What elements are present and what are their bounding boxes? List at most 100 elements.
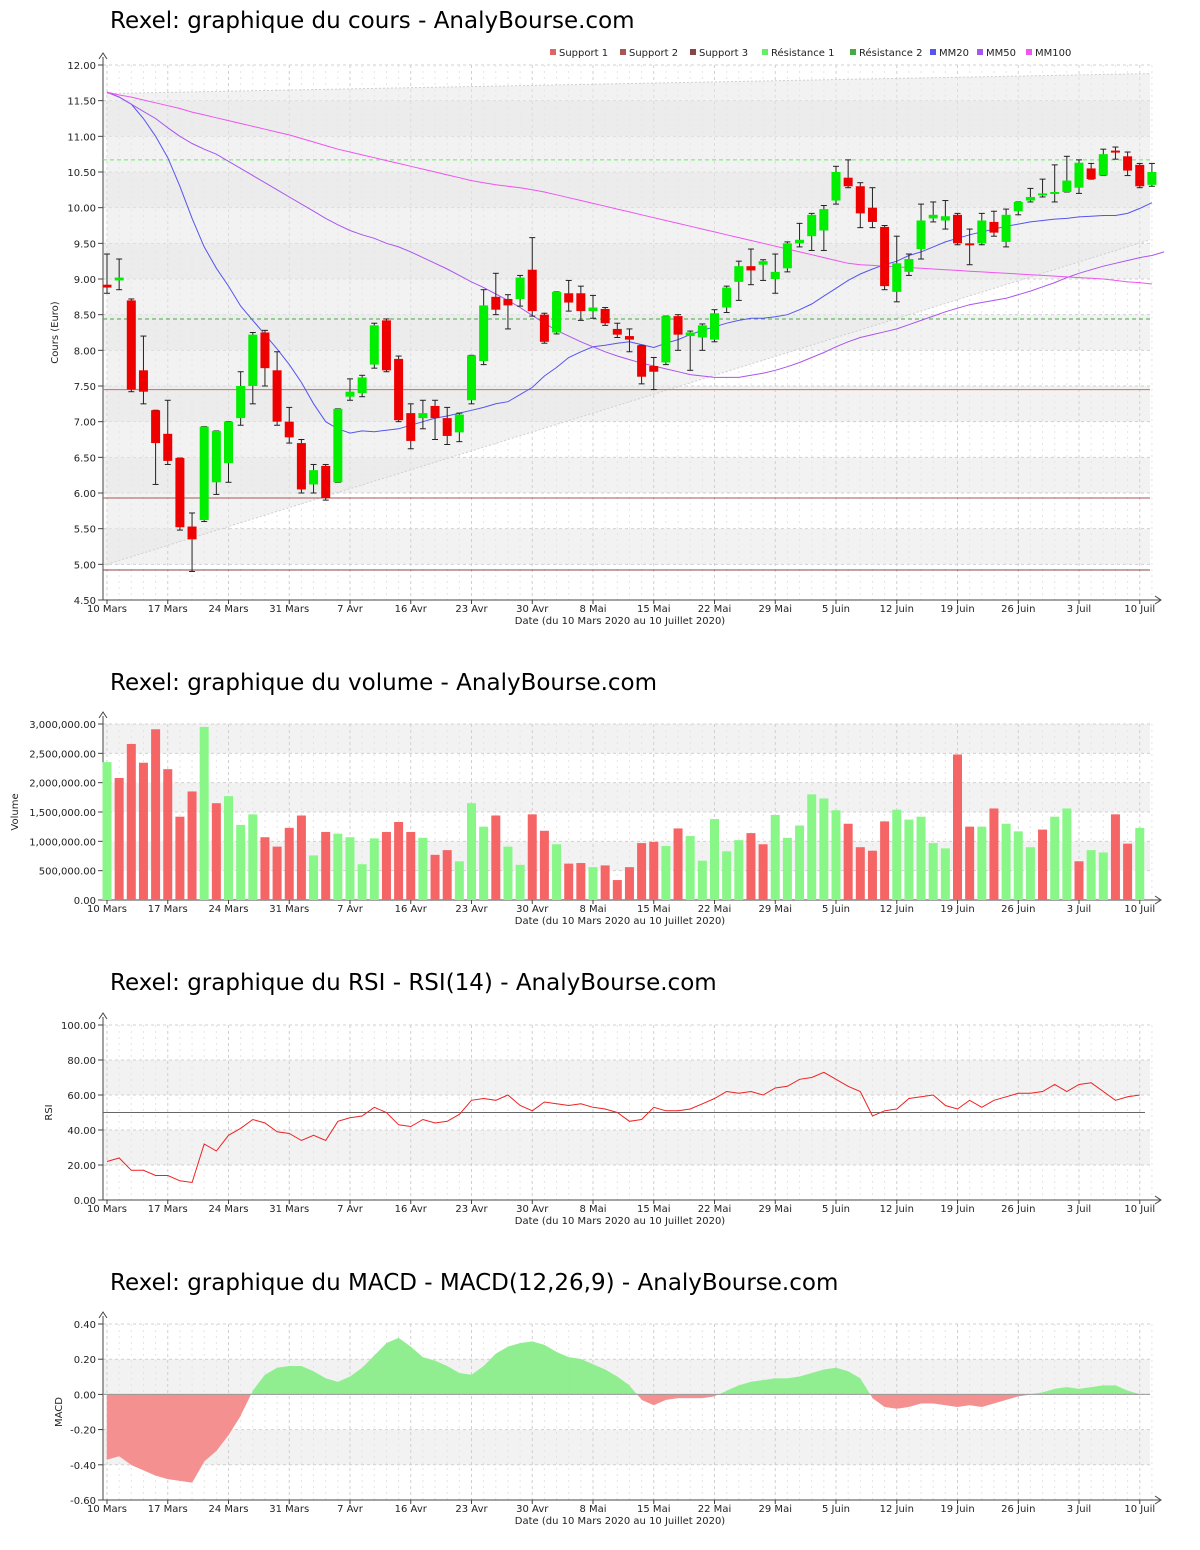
macd-area-segment [167, 1394, 181, 1481]
legend-swatch [850, 49, 856, 55]
macd-ytick-label: 0.20 [74, 1355, 96, 1366]
candle-body [357, 377, 367, 394]
price-xtick-label: 3 Juil [1067, 604, 1091, 615]
volume-xtick-label: 5 Juin [822, 904, 850, 915]
macd-area-segment [118, 1394, 132, 1466]
candle-body [394, 358, 404, 421]
macd-area-segment [251, 1390, 253, 1395]
candle-body [576, 293, 586, 312]
volume-bar [770, 814, 780, 900]
candle-body [904, 259, 914, 272]
volume-bar [600, 865, 610, 900]
macd-y-axis-arrow [98, 1311, 108, 1319]
legend-label: Résistance 2 [859, 47, 922, 59]
volume-bar [722, 851, 732, 900]
volume-bar [479, 826, 489, 900]
macd-area-segment [677, 1394, 691, 1399]
trend-channel-upper [106, 73, 1151, 95]
moving-average-mm100 [106, 91, 1152, 285]
price-xtick-label: 7 Avr [337, 604, 364, 615]
candle-body [442, 418, 452, 436]
candle-body [1098, 154, 1108, 176]
volume-bar [321, 831, 331, 900]
volume-bar [442, 850, 452, 900]
macd-area-segment [519, 1341, 533, 1395]
macd-area-segment [556, 1351, 569, 1395]
price-ytick-label: 9.50 [74, 239, 96, 250]
macd-band [103, 1429, 1150, 1465]
macd-area-segment [718, 1390, 727, 1395]
rsi-xtick-label: 5 Juin [822, 1204, 850, 1215]
volume-bar [624, 867, 634, 900]
volume-bar [746, 833, 756, 900]
legend-label: Support 1 [559, 48, 608, 59]
rsi-xtick-label: 15 Mai [637, 1204, 670, 1215]
macd-area-segment [507, 1343, 521, 1395]
volume-bar [333, 833, 343, 900]
volume-bar [224, 796, 233, 900]
macd-area-segment [775, 1378, 788, 1395]
candle-body [1110, 150, 1120, 153]
macd-xtick-label: 15 Mai [637, 1504, 670, 1515]
volume-bar [795, 825, 805, 900]
volume-bar [1123, 843, 1133, 900]
volume-bar [394, 821, 404, 900]
macd-area-segment [702, 1394, 715, 1399]
macd-area-segment [969, 1394, 983, 1408]
macd-area-segment [920, 1394, 934, 1404]
volume-bar [1013, 831, 1023, 900]
legend-swatch [690, 49, 696, 55]
volume-bar [236, 824, 246, 900]
candle-body [819, 209, 829, 231]
macd-area-segment [653, 1394, 667, 1406]
macd-area-segment [228, 1394, 241, 1436]
candle-body [260, 332, 270, 369]
price-ytick-label: 12.00 [67, 61, 96, 72]
candle-body [892, 263, 902, 292]
candle-body [248, 334, 258, 386]
candle-body [1135, 164, 1145, 187]
volume-bar [1086, 850, 1096, 900]
macd-x-axis-arrow [1154, 1495, 1162, 1505]
macd-area-segment [191, 1394, 205, 1484]
macd-area-segment [637, 1394, 642, 1400]
volume-bar [637, 843, 647, 900]
macd-area-segment [495, 1346, 509, 1395]
volume-ytick-label: 0.00 [74, 896, 96, 907]
rsi-line [106, 1071, 1140, 1184]
macd-xtick-label: 17 Mars [148, 1504, 188, 1515]
macd-area-segment [544, 1344, 557, 1395]
price-ytick-label: 11.50 [67, 97, 96, 108]
rsi-xtick-label: 10 Mars [87, 1204, 127, 1215]
macd-xtick-label: 29 Mai [759, 1504, 792, 1515]
candle-body [272, 370, 282, 422]
candle-body [175, 458, 185, 528]
candle-body [807, 214, 817, 237]
macd-chart-title: Rexel: graphique du MACD - MACD(12,26,9)… [110, 1270, 839, 1296]
macd-area-segment [665, 1394, 679, 1400]
candle-body [163, 433, 173, 461]
macd-area-segment [276, 1365, 290, 1395]
volume-xtick-label: 23 Avr [455, 904, 488, 915]
macd-area-segment [580, 1358, 594, 1395]
candle-body [527, 269, 537, 312]
macd-area-segment [823, 1367, 837, 1395]
volume-bar [1025, 847, 1035, 900]
volume-bar [296, 815, 306, 900]
volume-bar [904, 819, 914, 900]
candle-body [564, 293, 574, 303]
volume-bar [1062, 808, 1072, 900]
price-ytick-label: 9.00 [74, 275, 96, 286]
candle-body [661, 316, 671, 363]
volume-bar [454, 861, 464, 900]
volume-bar [1050, 816, 1060, 900]
rsi-x-axis-title: Date (du 10 Mars 2020 au 10 Juillet 2020… [515, 1216, 726, 1227]
macd-area-segment [532, 1341, 545, 1395]
price-xtick-label: 16 Avr [395, 604, 428, 615]
price-ytick-label: 10.00 [67, 204, 96, 215]
volume-bar [564, 863, 574, 900]
rsi-band [103, 1060, 1150, 1095]
volume-bar [685, 836, 695, 900]
macd-ytick-label: -0.40 [70, 1461, 96, 1472]
legend-label: Support 3 [699, 48, 748, 59]
